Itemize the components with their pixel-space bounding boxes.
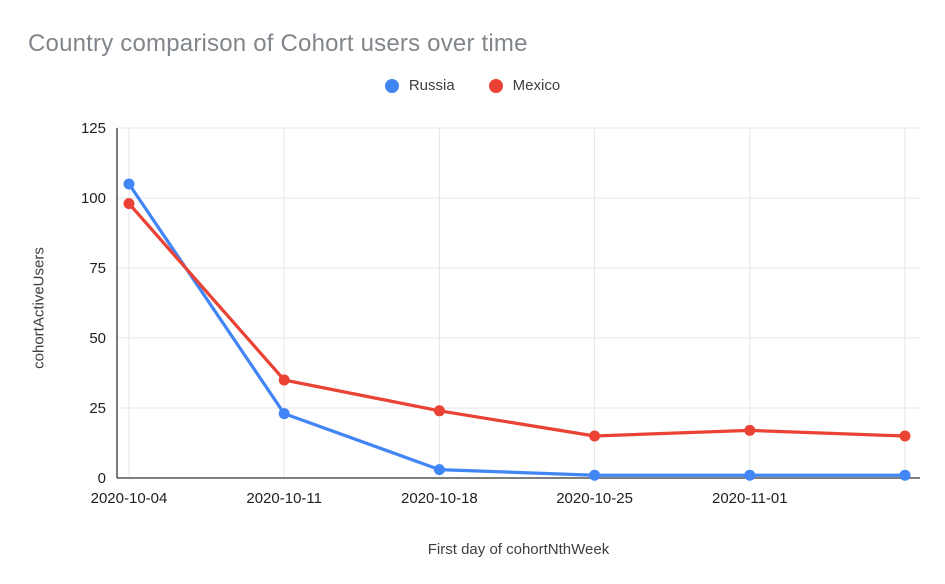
legend-item-mexico[interactable]: Mexico	[488, 77, 561, 94]
chart-title: Country comparison of Cohort users over …	[28, 30, 528, 57]
x-tick-label: 2020-10-04	[91, 490, 168, 507]
legend-item-russia[interactable]: Russia	[384, 77, 455, 94]
x-tick-label: 2020-10-18	[401, 490, 478, 507]
data-point-mexico-5[interactable]	[899, 430, 911, 442]
data-point-russia-0[interactable]	[123, 178, 135, 190]
data-point-mexico-1[interactable]	[278, 374, 290, 386]
data-point-russia-4[interactable]	[744, 469, 756, 481]
y-tick-label: 125	[81, 120, 106, 137]
y-axis-title: cohortActiveUsers	[30, 247, 48, 369]
y-tick-label: 25	[89, 400, 106, 417]
legend-dot-russia-icon	[384, 78, 399, 93]
y-tick-label: 100	[81, 190, 106, 207]
series-line-russia	[127, 182, 907, 477]
data-point-mexico-4[interactable]	[744, 424, 756, 436]
legend: Russia Mexico	[0, 77, 945, 94]
y-tick-label: 50	[89, 330, 106, 347]
x-tick-label: 2020-10-11	[246, 490, 322, 507]
legend-label-russia: Russia	[408, 77, 455, 94]
x-axis-title: First day of cohortNthWeek	[427, 541, 610, 558]
data-point-russia-3[interactable]	[589, 469, 601, 481]
data-point-russia-2[interactable]	[433, 464, 445, 476]
data-point-mexico-3[interactable]	[589, 430, 601, 442]
series-line-mexico	[127, 201, 907, 438]
x-tick-label: 2020-10-25	[556, 490, 633, 507]
x-tick-label: 2020-11-01	[712, 490, 788, 507]
data-point-mexico-0[interactable]	[123, 198, 135, 210]
y-tick-label: 75	[89, 260, 106, 277]
legend-label-mexico: Mexico	[512, 77, 561, 94]
data-point-russia-1[interactable]	[278, 408, 290, 420]
data-point-russia-5[interactable]	[899, 469, 911, 481]
y-tick-label: 0	[98, 470, 106, 487]
legend-dot-mexico-icon	[488, 78, 503, 93]
data-point-mexico-2[interactable]	[433, 405, 445, 417]
